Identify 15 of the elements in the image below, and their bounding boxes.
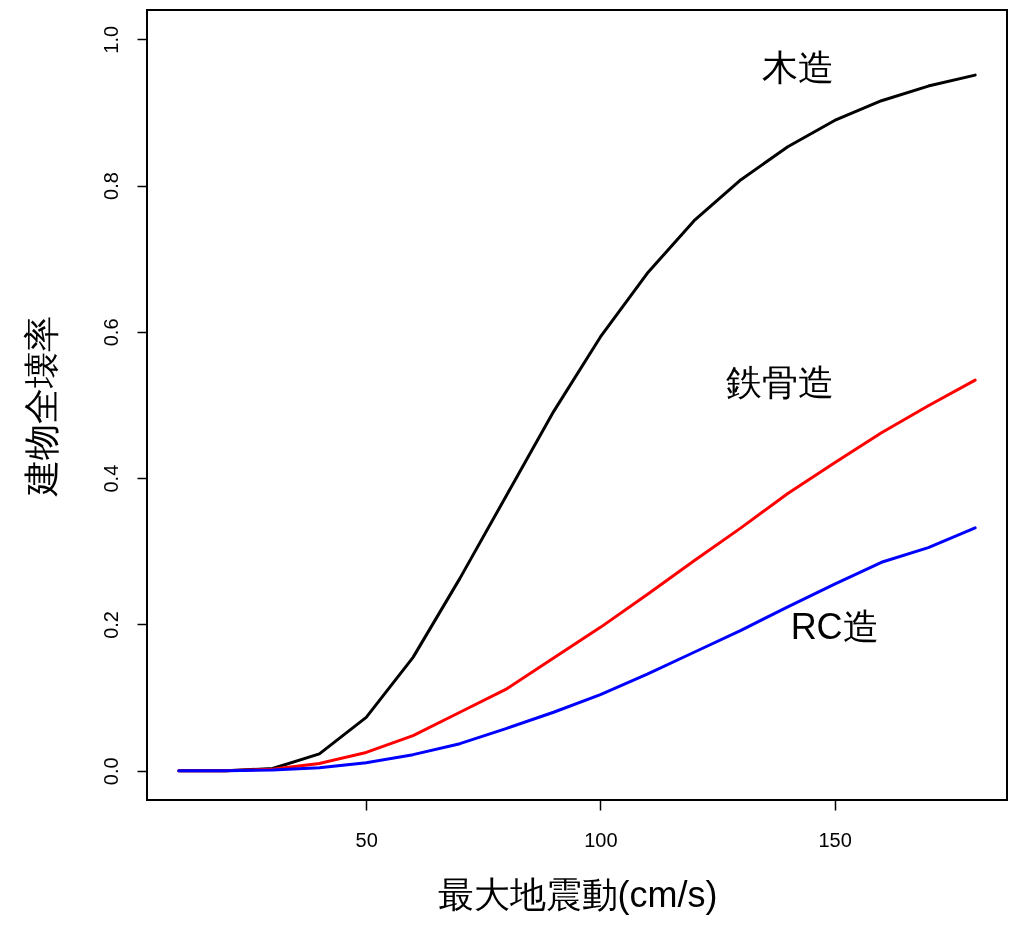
x-tick-label: 150 — [818, 828, 852, 851]
x-tick-label: 100 — [584, 828, 618, 851]
series-label: 木造 — [761, 46, 834, 88]
y-tick-label: 0.0 — [99, 757, 122, 786]
x-tick-label: 50 — [355, 828, 378, 851]
y-tick-label: 1.0 — [99, 25, 122, 54]
y-tick-label: 0.4 — [99, 464, 122, 493]
line-series — [177, 526, 977, 773]
y-tick-label: 0.6 — [99, 318, 122, 347]
series-label: 鉄骨造 — [725, 361, 834, 403]
y-tick-label: 0.2 — [99, 611, 122, 639]
series-label: RC造 — [790, 606, 879, 648]
y-axis-title: 建物全壊率 — [20, 315, 62, 497]
x-axis-title: 最大地震動(cm/s) — [437, 873, 718, 915]
y-tick-label: 0.8 — [99, 172, 122, 200]
